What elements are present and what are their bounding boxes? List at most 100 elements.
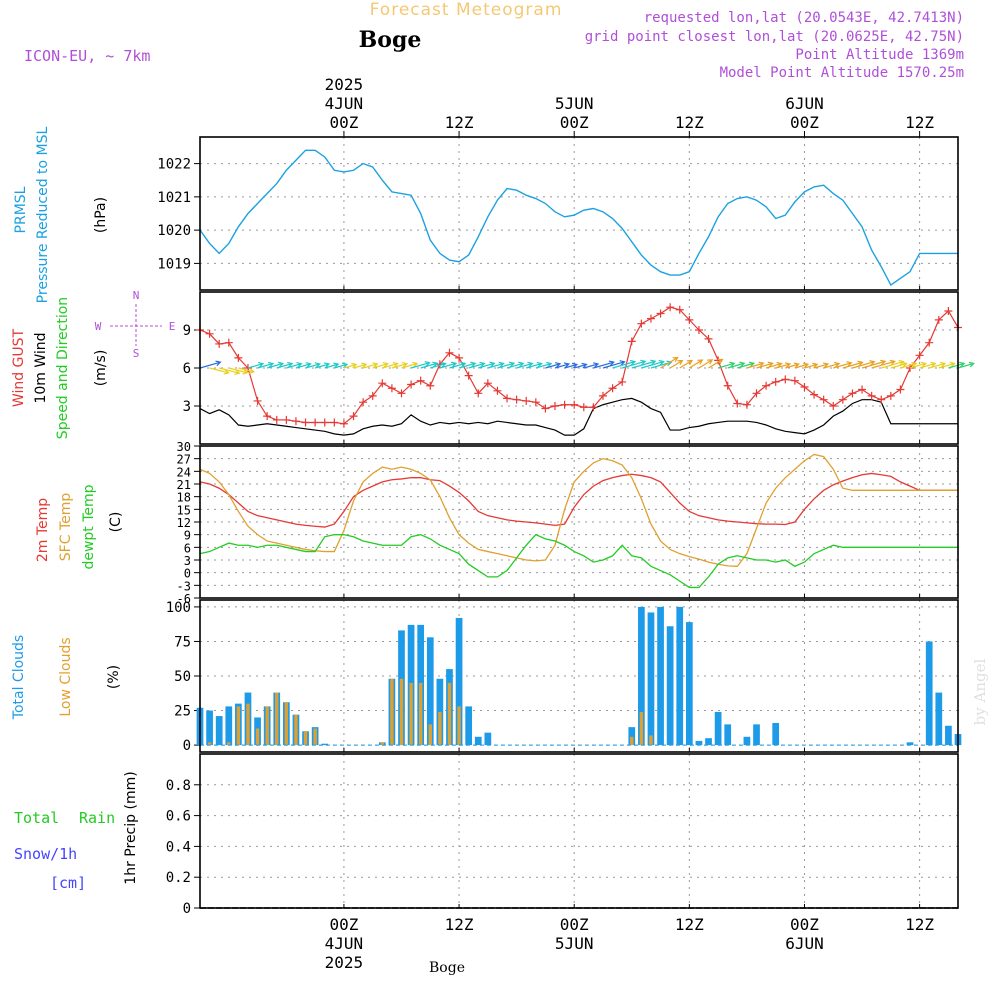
y-tick-label-wind: 3: [183, 399, 191, 415]
wind-direction-arrow: [554, 362, 571, 369]
wind-gust-marker: [359, 398, 368, 407]
wind-gust-marker: [752, 389, 761, 398]
t2m-line: [199, 472, 958, 528]
y-tick-label-precip: 0: [183, 901, 191, 917]
wind-gust-marker: [733, 399, 742, 408]
sfc-temp-label: SFC Temp: [58, 493, 74, 562]
total-cloud-bar: [753, 724, 760, 746]
wind-gust-marker: [685, 315, 694, 324]
y-tick-label-precip: 0.8: [166, 778, 191, 794]
wind-gust-marker: [311, 418, 320, 427]
wind-gust-marker: [541, 404, 550, 413]
total-cloud-bar: [215, 716, 223, 746]
model-point-altitude: Model Point Altitude 1570.25m: [720, 65, 964, 81]
wind-direction-arrow: [602, 360, 626, 369]
wind-direction-arrow: [765, 361, 783, 369]
station-title: Boge: [359, 27, 422, 53]
y-tick-label-clouds: 50: [174, 669, 191, 685]
model-label: ICON-EU, ~ 7km: [24, 47, 150, 65]
panel-frame-precip: [199, 753, 959, 909]
y-tick-label-pressure: 1019: [157, 256, 191, 272]
wind-direction-arrow: [506, 361, 525, 369]
pressure-msl-label: Pressure Reduced to MSL: [35, 126, 51, 303]
wind-direction-arrow: [247, 362, 265, 369]
wind-gust-marker: [627, 337, 636, 346]
panel-frame-wind: [199, 291, 959, 445]
wind-direction-arrow: [468, 361, 486, 369]
wind-direction-arrow: [276, 361, 294, 369]
top-time-label: 12Z: [905, 113, 934, 132]
wind-gust-marker: [493, 386, 502, 395]
total-cloud-bar: [743, 736, 751, 746]
legend-cm: [cm]: [50, 874, 86, 892]
wind-direction-arrow: [391, 362, 409, 369]
wind-gust-marker: [704, 334, 713, 343]
wind-direction-arrow: [900, 361, 918, 369]
total-cloud-bar: [772, 722, 780, 746]
low-cloud-bar: [255, 728, 260, 746]
wind-direction-arrow: [631, 359, 657, 369]
wind-direction-arrow: [449, 361, 467, 369]
total-cloud-bar: [705, 738, 712, 746]
wind-gust-marker: [925, 338, 934, 347]
meteogram-title: Forecast Meteogram: [370, 0, 563, 20]
wind-direction-arrow: [535, 361, 553, 369]
wind-direction-arrow: [833, 361, 853, 369]
low-cloud-bar: [428, 724, 432, 746]
total-cloud-bar: [465, 706, 473, 746]
wind-direction-arrow: [343, 362, 358, 369]
low-cloud-bar: [284, 702, 289, 746]
wind-direction-arrow: [209, 367, 230, 375]
wind-direction-arrow: [353, 362, 368, 369]
wind-10m-label: 10m Wind: [33, 332, 49, 403]
total-cloud-bar: [935, 692, 943, 746]
low-cloud-bar: [246, 703, 250, 746]
wind-gust-marker: [858, 385, 867, 394]
wind-direction-arrow: [861, 359, 887, 369]
wind-gust-marker: [445, 348, 454, 357]
wind-direction-arrow: [458, 361, 477, 369]
dewpt-temp-line: [199, 533, 958, 589]
low-cloud-bar: [303, 731, 308, 746]
wind-gust-marker: [790, 376, 799, 385]
wind-direction-arrow: [698, 359, 714, 369]
bottom-time-label: 4JUN: [325, 934, 364, 953]
wind-direction-arrow: [228, 367, 249, 375]
plot-area: 1019102010211022369-6-303691215182124273…: [157, 75, 975, 972]
wind-gust-marker: [570, 400, 579, 409]
wind-gust-marker: [915, 351, 924, 360]
wind-direction-arrow: [708, 358, 724, 369]
wind-gust-marker: [407, 380, 416, 389]
low-cloud-bar: [630, 736, 634, 746]
precip-unit-label: 1hr Precip (mm): [123, 771, 139, 884]
wind-gust-marker: [781, 375, 790, 384]
y-tick-label-temperature: 30: [177, 440, 191, 454]
wind-direction-arrow: [439, 361, 458, 369]
wind-direction-arrow: [871, 359, 896, 369]
wind-gust-marker: [598, 391, 607, 400]
wind-gust-marker: [301, 418, 310, 427]
sfc-temp-line: [199, 453, 958, 567]
top-time-label: 4JUN: [325, 94, 364, 113]
wind-gust-marker: [349, 412, 358, 421]
wind-gust-marker: [215, 339, 224, 348]
wind-gust-marker: [368, 391, 377, 400]
wind-direction-arrow: [593, 360, 615, 369]
bottom-time-label: 00Z: [790, 915, 819, 934]
wind-gust-marker: [551, 402, 560, 410]
wind-direction-arrow: [545, 362, 562, 369]
wind-gust-marker: [944, 307, 953, 315]
wind-direction-arrow: [612, 359, 637, 369]
y-tick-label-clouds: 75: [174, 634, 191, 650]
wind-direction-arrow: [717, 361, 736, 369]
wind-direction-arrow: [583, 362, 600, 369]
wind-direction-arrow: [334, 362, 349, 369]
wind-direction-arrow: [238, 367, 256, 374]
wind-gust-marker: [253, 396, 262, 405]
wind-direction-arrow: [372, 362, 389, 369]
wind-10m-line: [199, 397, 958, 436]
header: Forecast Meteogram Boge ICON-EU, ~ 7km r…: [24, 0, 964, 81]
bottom-time-label: 12Z: [675, 915, 704, 934]
prmsl-label: PRMSL: [13, 186, 29, 233]
wind-gust-marker: [455, 353, 464, 362]
